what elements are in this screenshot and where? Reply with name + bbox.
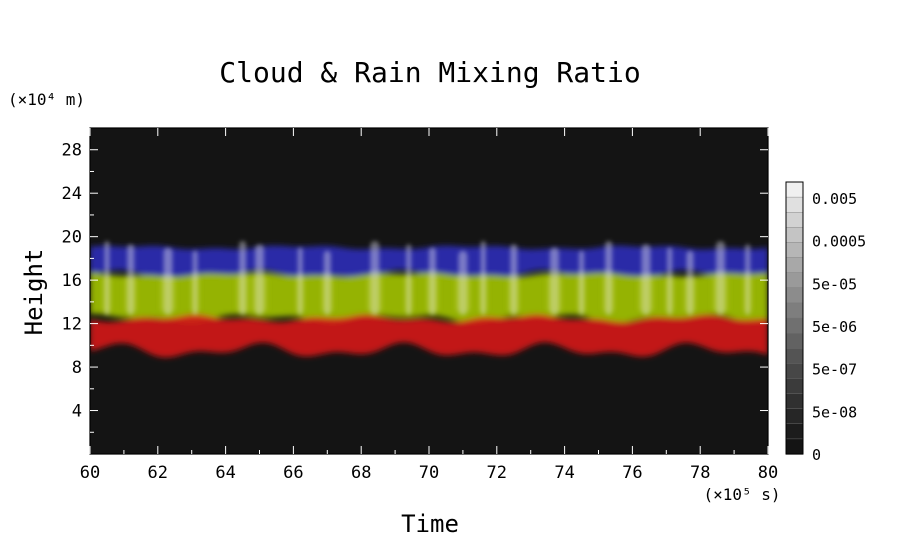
colorbar-swatch	[785, 227, 804, 244]
colorbar-label: 5e-08	[812, 403, 857, 421]
y-tick-label: 4	[72, 402, 82, 422]
plume-core	[577, 276, 586, 311]
colorbar-swatch	[785, 317, 804, 334]
y-axis-label: Height	[20, 249, 48, 336]
plume-core	[295, 276, 305, 311]
x-axis: 60 62 64 66 68 70 72 74 76 78 80	[80, 128, 778, 483]
plume-core	[124, 276, 137, 311]
plume-core	[190, 276, 200, 311]
plume-core	[321, 276, 334, 311]
plume-core	[102, 276, 112, 311]
plume-core	[637, 276, 655, 311]
colorbar-label: 0.005	[812, 190, 857, 208]
colorbar-swatch	[785, 257, 804, 274]
colorbar-swatch	[785, 302, 804, 319]
plume-core	[478, 276, 488, 311]
colorbar-swatch	[785, 242, 804, 259]
colorbar-swatch	[785, 423, 804, 440]
x-units-label: (×10⁵ s)	[703, 485, 780, 504]
plume-core	[251, 276, 268, 311]
y-tick-label: 24	[62, 184, 82, 204]
plume-core	[507, 276, 520, 311]
y-tick-label: 8	[72, 358, 82, 378]
plume-core	[546, 276, 563, 311]
colorbar-swatch	[785, 211, 804, 228]
x-tick-label: 70	[419, 463, 439, 483]
colorbar-swatch	[785, 332, 804, 349]
y-axis: 4 8 12 16 20 24 28	[62, 141, 768, 433]
plume-core	[454, 276, 471, 311]
colorbar-swatch	[785, 348, 804, 365]
y-tick-label: 28	[62, 141, 82, 161]
colorbar-label: 0	[812, 446, 821, 464]
colorbar-swatch	[785, 408, 804, 425]
y-tick-label: 12	[62, 315, 82, 335]
colorbar-label: 5e-06	[812, 318, 857, 336]
colorbar-swatch	[785, 272, 804, 289]
colorbar-swatch	[785, 378, 804, 395]
x-tick-label: 80	[758, 463, 778, 483]
colorbar-swatch	[785, 393, 804, 410]
x-tick-label: 72	[487, 463, 507, 483]
x-tick-label: 76	[622, 463, 642, 483]
plume-core	[602, 276, 615, 311]
chart-title: Cloud & Rain Mixing Ratio	[219, 56, 640, 89]
band-2	[90, 314, 768, 358]
colorbar-swatch	[785, 287, 804, 304]
plume-core	[404, 276, 414, 311]
colorbar-label: 0.0005	[812, 233, 866, 251]
y-tick-label: 20	[62, 228, 82, 248]
y-units-label: (×10⁴ m)	[8, 90, 85, 109]
x-tick-label: 60	[80, 463, 100, 483]
plume-core	[712, 276, 729, 311]
colorbar-swatch	[785, 363, 804, 380]
plume-core	[426, 276, 439, 311]
plot-area	[90, 128, 768, 454]
plume-core	[366, 276, 383, 311]
plume-core	[665, 276, 675, 311]
x-tick-label: 66	[283, 463, 303, 483]
colorbar-label: 5e-05	[812, 275, 857, 293]
colorbar-swatch	[785, 438, 804, 455]
x-tick-label: 78	[690, 463, 710, 483]
colorbar-frame	[785, 181, 804, 455]
x-tick-label: 64	[215, 463, 235, 483]
plume-core	[743, 276, 753, 311]
colorbar: 0.005 0.0005 5e-05 5e-06 5e-07 5e-08 0	[785, 181, 866, 464]
cloud-plumes	[102, 241, 753, 315]
colorbar-swatch	[785, 196, 804, 213]
x-tick-label: 62	[148, 463, 168, 483]
x-axis-label: Time	[401, 510, 459, 538]
plume-core	[159, 276, 177, 311]
plume-core	[236, 276, 249, 311]
colorbar-label: 5e-07	[812, 361, 857, 379]
plume-core	[683, 276, 697, 311]
colorbar-swatch	[785, 181, 804, 198]
x-tick-label: 68	[351, 463, 371, 483]
y-tick-label: 16	[62, 271, 82, 291]
x-tick-label: 74	[554, 463, 574, 483]
